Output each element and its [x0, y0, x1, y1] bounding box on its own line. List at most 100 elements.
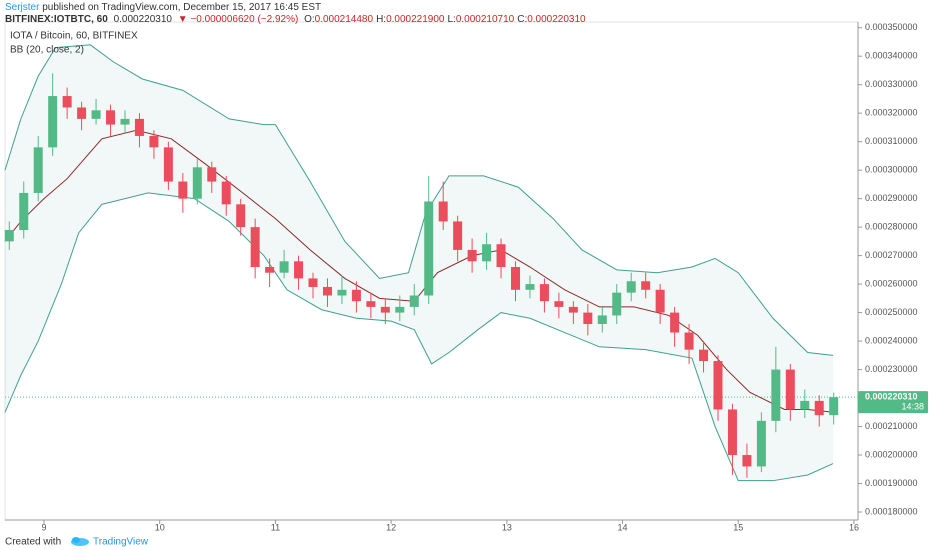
candle-body: [409, 295, 419, 307]
y-tick-label: 0.000180000: [865, 506, 918, 516]
candle-body: [33, 147, 43, 193]
ohlc-label: H:: [376, 14, 387, 25]
y-tick-label: 0.000280000: [865, 222, 918, 232]
x-tick-label: 16: [849, 522, 859, 532]
x-tick-label: 12: [386, 522, 396, 532]
ohlc: O:0.000214480 H:0.000221900 L:0.000210710 C…: [304, 14, 589, 25]
header-line-2: BITFINEX:IOTBTC, 60 0.000220310 ▼ −0.000…: [5, 14, 592, 25]
x-tick-label: 15: [733, 522, 743, 532]
candle-body: [641, 281, 651, 290]
ohlc-label: L:: [447, 14, 456, 25]
band-fill: [5, 44, 834, 481]
candle-body: [236, 204, 246, 228]
candle-body: [380, 306, 390, 313]
ohlc-value: 0.000221900: [386, 14, 445, 25]
y-tick-label: 0.000270000: [865, 250, 918, 260]
candle-body: [670, 312, 680, 333]
y-tick-label: 0.000330000: [865, 79, 918, 89]
candle-body: [337, 289, 347, 296]
candle-body: [554, 301, 564, 307]
header-line-1: Serjster published on TradingView.com, D…: [5, 2, 324, 13]
price-tag-label: 0.000220310: [865, 392, 918, 402]
y-tick-label: 0.000210000: [865, 421, 918, 431]
candle-body: [19, 192, 29, 230]
candle-body: [265, 267, 275, 273]
y-tick-label: 0.000350000: [865, 22, 918, 32]
ohlc-label: C:: [517, 14, 528, 25]
candle-body: [713, 361, 723, 410]
x-tick-label: 11: [271, 522, 280, 532]
y-tick-label: 0.000320000: [865, 108, 918, 118]
candle-body: [467, 249, 477, 262]
candle-body: [727, 409, 737, 456]
candle-body: [829, 397, 839, 416]
candle-body: [207, 167, 217, 182]
y-tick-label: 0.000250000: [865, 307, 918, 317]
footer-created: Created with: [5, 537, 61, 548]
ohlc-label: O:: [304, 14, 315, 25]
candle-body: [106, 110, 116, 125]
change: ▼ −0.000006620 (−2.92%): [177, 14, 299, 25]
legend-bb: BB (20, close, 2): [10, 45, 84, 56]
author[interactable]: Serjster: [5, 2, 40, 13]
legend-symbol: IOTA / Bitcoin, 60, BITFINEX: [10, 31, 138, 42]
candle-body: [438, 201, 448, 222]
candle-body: [684, 332, 694, 350]
candle-body: [395, 306, 405, 313]
candle-body: [351, 289, 361, 302]
candle-body: [149, 135, 159, 148]
candle-body: [279, 261, 289, 273]
footer-brand[interactable]: TradingView: [93, 537, 149, 548]
x-tick-label: 9: [41, 522, 46, 532]
ohlc-value: 0.000220310: [527, 14, 586, 25]
y-tick-label: 0.000240000: [865, 335, 918, 345]
price-tag: [858, 391, 928, 414]
bb-line: [4, 44, 834, 356]
candle-body: [424, 201, 434, 296]
candle-body: [366, 301, 376, 307]
candle-body: [539, 284, 549, 302]
x-tick-label: 10: [155, 522, 165, 532]
published: published on TradingView.com, December 1…: [42, 2, 322, 13]
y-tick-label: 0.000290000: [865, 193, 918, 203]
candle-body: [583, 312, 593, 324]
ohlc-value: 0.000210710: [455, 14, 515, 25]
candle-body: [221, 181, 231, 205]
x-tick-label: 14: [618, 522, 628, 532]
price: 0.000220310: [113, 14, 172, 25]
candle-body: [308, 278, 318, 287]
candle-body: [742, 455, 752, 467]
candle-body: [496, 244, 506, 268]
candle-body: [77, 107, 87, 119]
candle-body: [120, 118, 130, 125]
y-tick-label: 0.000200000: [865, 449, 918, 459]
candle-body: [322, 286, 332, 296]
candle-body: [800, 400, 810, 410]
ohlc-value: 0.000214480: [314, 14, 374, 25]
y-tick-label: 0.000230000: [865, 364, 918, 374]
candle-body: [134, 118, 144, 136]
bb-line: [4, 192, 834, 482]
candle-body: [612, 292, 622, 316]
candle-body: [655, 289, 665, 313]
candle-body: [626, 281, 636, 293]
candle-body: [192, 167, 202, 199]
candle-body: [482, 244, 492, 262]
y-tick-label: 0.000260000: [865, 278, 918, 288]
candle-body: [4, 229, 14, 242]
candle-body: [771, 369, 781, 421]
candle-body: [453, 221, 463, 250]
y-tick-label: 0.000340000: [865, 51, 918, 61]
candle-body: [62, 96, 72, 108]
countdown: 14:38: [901, 402, 924, 412]
candle-body: [178, 181, 188, 199]
y-tick-label: 0.000300000: [865, 165, 918, 175]
candle-body: [294, 261, 304, 279]
candle-body: [48, 96, 58, 148]
candle-body: [597, 315, 607, 324]
candle-body: [525, 284, 535, 290]
x-tick-label: 13: [502, 522, 512, 532]
footer-bg: [0, 534, 932, 550]
candle-body: [568, 306, 578, 313]
